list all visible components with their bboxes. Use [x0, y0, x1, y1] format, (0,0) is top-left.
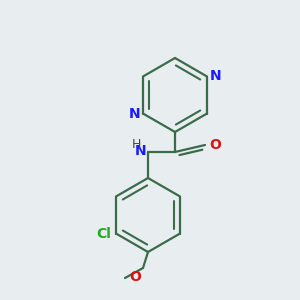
Text: N: N — [128, 107, 140, 122]
Text: O: O — [129, 270, 141, 284]
Text: O: O — [209, 138, 221, 152]
Text: H: H — [131, 137, 141, 151]
Text: N: N — [134, 144, 146, 158]
Text: Cl: Cl — [96, 226, 111, 241]
Text: N: N — [210, 68, 222, 83]
